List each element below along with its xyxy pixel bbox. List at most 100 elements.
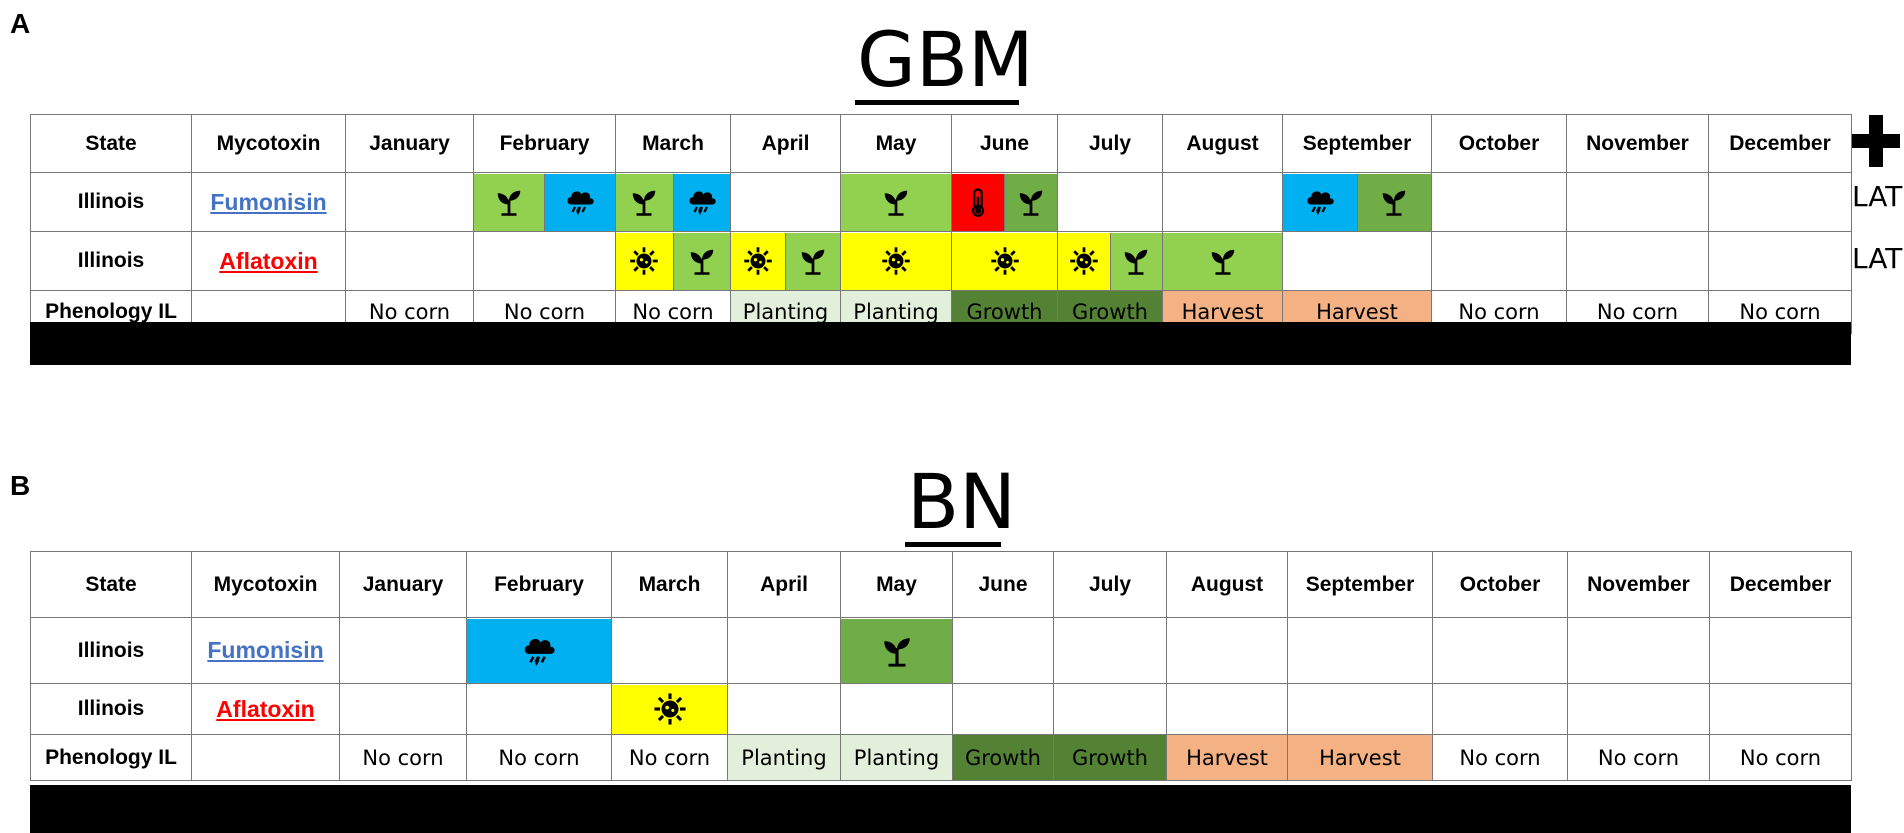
- mycotoxin-cell: Aflatoxin: [191, 683, 340, 735]
- month-cell: [466, 683, 612, 735]
- column-header: May: [840, 551, 953, 618]
- month-cell: [1053, 683, 1167, 735]
- month-cell: [1567, 617, 1710, 684]
- month-cell: [840, 617, 953, 684]
- panel-b-calendar-table: State Mycotoxin January February March April M…: [30, 551, 1852, 781]
- plant-icon: [672, 232, 730, 290]
- month-cell: [615, 172, 731, 232]
- rain-cloud-icon: [467, 618, 611, 683]
- month-cell: [1709, 683, 1852, 735]
- phenology-cell: No corn: [1709, 734, 1852, 781]
- plant-icon: [616, 173, 673, 231]
- month-cell: [1166, 617, 1288, 684]
- panel-a-calendar-table: State Mycotoxin January February March April M…: [30, 114, 1852, 334]
- month-cell: [951, 172, 1058, 232]
- phenology-cell: No corn: [339, 734, 467, 781]
- month-cell: [952, 617, 1054, 684]
- table-row: Illinois Aflatoxin: [30, 231, 1852, 291]
- month-cell: [1432, 617, 1568, 684]
- month-cell: [951, 231, 1058, 291]
- month-cell: [345, 231, 474, 291]
- column-header: December: [1708, 114, 1852, 173]
- plant-icon: [1004, 173, 1057, 231]
- column-header: October: [1431, 114, 1567, 173]
- mycotoxin-cell: Aflatoxin: [191, 231, 346, 291]
- column-header: September: [1282, 114, 1432, 173]
- mycotoxin-cell: Fumonisin: [191, 172, 346, 232]
- column-header: July: [1057, 114, 1163, 173]
- header-row: State Mycotoxin January February March April M…: [30, 551, 1852, 618]
- column-header: February: [473, 114, 616, 173]
- column-header: December: [1709, 551, 1852, 618]
- phenology-row: Phenology IL No corn No corn No corn Plantin…: [30, 734, 1852, 781]
- month-cell: [339, 683, 467, 735]
- month-cell: [840, 683, 953, 735]
- state-cell: Illinois: [30, 617, 192, 684]
- month-cell: [1567, 683, 1710, 735]
- column-header: April: [727, 551, 841, 618]
- month-cell: [730, 172, 841, 232]
- column-header: April: [730, 114, 841, 173]
- phenology-cell: No corn: [611, 734, 728, 781]
- month-cell: [730, 231, 841, 291]
- column-header: November: [1567, 551, 1710, 618]
- column-header: Mycotoxin: [191, 551, 340, 618]
- column-header: September: [1287, 551, 1433, 618]
- column-header: March: [611, 551, 728, 618]
- fumonisin-label: Fumonisin: [207, 637, 324, 663]
- month-cell: [611, 683, 728, 735]
- panel-a-row1-lat-label: LAT: [1852, 180, 1903, 213]
- column-header: July: [1053, 551, 1167, 618]
- empty-cell: [191, 734, 340, 781]
- month-cell: [1287, 683, 1433, 735]
- state-cell: Illinois: [30, 231, 192, 291]
- panel-a-row2-lat-label: LAT: [1852, 242, 1903, 275]
- rain-cloud-icon: [1283, 173, 1357, 231]
- month-cell: [1057, 172, 1163, 232]
- month-cell: [1566, 172, 1709, 232]
- column-header: Mycotoxin: [191, 114, 346, 173]
- phenology-cell: No corn: [466, 734, 612, 781]
- month-cell: [473, 231, 616, 291]
- table-row: Illinois Aflatoxin: [30, 683, 1852, 735]
- plant-icon: [1356, 173, 1431, 231]
- column-header: State: [30, 551, 192, 618]
- column-header: February: [466, 551, 612, 618]
- thermometer-icon: [952, 173, 1004, 231]
- month-cell: [1431, 231, 1567, 291]
- sun-icon: [616, 232, 673, 290]
- month-cell: [1282, 172, 1432, 232]
- month-cell: [1708, 172, 1852, 232]
- month-cell: [1287, 617, 1433, 684]
- plant-icon: [785, 232, 840, 290]
- sun-icon: [952, 232, 1057, 290]
- phenology-cell: Harvest: [1287, 734, 1433, 781]
- mycotoxin-cell: Fumonisin: [191, 617, 340, 684]
- month-cell: [345, 172, 474, 232]
- month-cell: [840, 172, 952, 232]
- column-header: August: [1166, 551, 1288, 618]
- month-cell: [1431, 172, 1567, 232]
- month-cell: [1162, 172, 1283, 232]
- phenology-label: Phenology IL: [30, 734, 192, 781]
- phenology-cell: Planting: [840, 734, 953, 781]
- sun-icon: [1058, 232, 1110, 290]
- column-header: June: [951, 114, 1058, 173]
- table-row: Illinois Fumonisin: [30, 617, 1852, 684]
- month-cell: [1566, 231, 1709, 291]
- state-cell: Illinois: [30, 172, 192, 232]
- month-cell: [466, 617, 612, 684]
- month-cell: [1057, 231, 1163, 291]
- rain-cloud-icon: [544, 173, 615, 231]
- panel-b-letter: B: [10, 470, 31, 501]
- phenology-cell: Planting: [727, 734, 841, 781]
- phenology-cell: No corn: [1567, 734, 1710, 781]
- column-header: January: [339, 551, 467, 618]
- month-cell: [727, 683, 841, 735]
- month-cell: [1166, 683, 1288, 735]
- phenology-cell: Growth: [1053, 734, 1167, 781]
- plant-icon: [474, 173, 544, 231]
- panel-b-black-bar: [30, 785, 1851, 833]
- month-cell: [1708, 231, 1852, 291]
- column-header: June: [952, 551, 1054, 618]
